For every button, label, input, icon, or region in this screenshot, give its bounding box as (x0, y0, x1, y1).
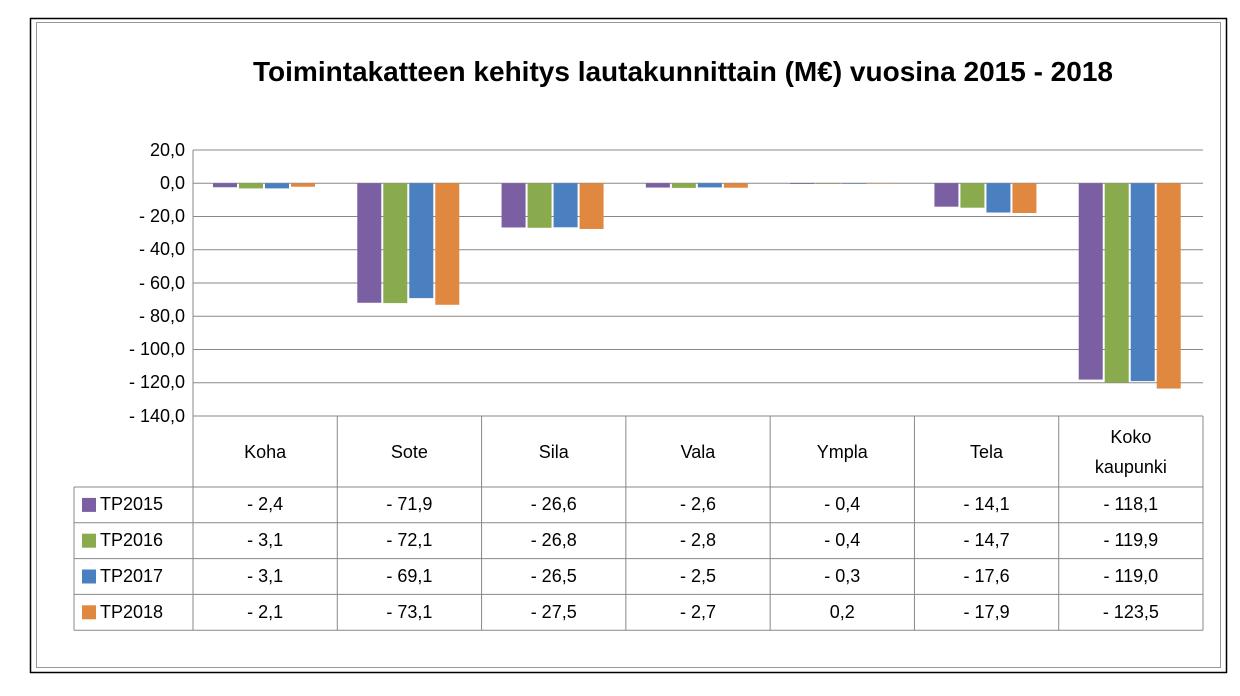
category-label: Ympla (816, 441, 868, 462)
legend-swatch (82, 533, 96, 548)
bar (934, 183, 959, 207)
bar (697, 183, 722, 188)
value-label: - 0,4 (824, 494, 861, 515)
legend-label: TP2017 (100, 565, 164, 586)
y-tick-label: - 40,0 (138, 239, 185, 260)
value-label: - 26,5 (530, 565, 577, 586)
value-label: - 123,5 (1102, 601, 1159, 622)
bar (1012, 183, 1037, 214)
legend-swatch (82, 569, 96, 584)
value-label: - 2,1 (247, 601, 284, 622)
value-label: - 72,1 (386, 530, 433, 551)
value-label: - 3,1 (247, 530, 284, 551)
value-label: - 119,0 (1103, 565, 1159, 586)
bar (723, 183, 748, 188)
bar (409, 183, 434, 299)
bar (501, 183, 526, 228)
bar (435, 183, 460, 305)
category-label: Koko kaupunki (1094, 426, 1167, 477)
bar (816, 183, 841, 184)
bar (1156, 183, 1181, 389)
bar (239, 183, 263, 189)
bar (213, 183, 237, 188)
bar (553, 183, 578, 228)
value-label: - 14,1 (963, 494, 1010, 515)
outer-frame (29, 17, 1228, 674)
bar (527, 183, 552, 228)
value-label: - 2,4 (247, 494, 284, 515)
value-label: - 119,9 (1103, 530, 1159, 551)
value-label: - 2,5 (679, 565, 716, 586)
y-tick-label: - 60,0 (138, 272, 185, 293)
category-label: Vala (680, 441, 716, 462)
category-label: Sila (538, 441, 569, 462)
value-label: - 69,1 (386, 565, 433, 586)
bar (1078, 183, 1103, 380)
bar (579, 183, 604, 229)
bar (383, 183, 408, 304)
value-label: - 0,3 (824, 565, 861, 586)
legend-label: TP2016 (100, 530, 164, 551)
legend-swatch (82, 605, 96, 620)
bar (291, 183, 315, 187)
value-label: - 71,9 (386, 494, 433, 515)
value-label: - 2,8 (679, 530, 716, 551)
legend-label: TP2018 (100, 601, 164, 622)
value-label: - 2,6 (679, 494, 716, 515)
bar (986, 183, 1011, 213)
y-tick-label: - 100,0 (128, 339, 185, 359)
value-label: - 118,1 (1103, 494, 1159, 515)
category-label: Koha (244, 441, 287, 462)
legend-swatch (82, 497, 96, 512)
y-tick-label: - 20,0 (138, 206, 185, 226)
value-label: 0,2 (829, 601, 855, 622)
y-tick-label: - 140,0 (128, 405, 185, 426)
bar (265, 183, 289, 189)
value-label: - 26,8 (530, 530, 577, 551)
value-label: - 73,1 (386, 601, 433, 622)
bar (960, 183, 985, 208)
value-label: - 26,6 (530, 494, 577, 515)
y-tick-label: - 120,0 (128, 372, 185, 393)
value-label: - 27,5 (530, 601, 577, 622)
chart-title: Toimintakatteen kehitys lautakunnittain … (253, 56, 1113, 87)
bar (671, 183, 696, 188)
category-label: Tela (970, 441, 1004, 462)
bar (790, 183, 815, 184)
bar (1130, 183, 1155, 382)
legend-label: TP2015 (100, 494, 164, 515)
y-tick-label: 0,0 (159, 172, 185, 193)
value-label: - 2,7 (679, 601, 716, 622)
category-label: Sote (390, 441, 428, 462)
value-label: - 17,6 (963, 565, 1010, 586)
value-label: - 14,7 (963, 530, 1010, 551)
value-label: - 3,1 (247, 565, 284, 586)
y-tick-label: 20,0 (149, 139, 185, 160)
value-label: - 0,4 (824, 530, 861, 551)
y-tick-label: - 80,0 (138, 305, 185, 326)
bar (645, 183, 670, 188)
chart-frame (36, 22, 1221, 668)
bar (1104, 183, 1129, 383)
value-label: - 17,9 (963, 601, 1010, 622)
bar (357, 183, 382, 303)
